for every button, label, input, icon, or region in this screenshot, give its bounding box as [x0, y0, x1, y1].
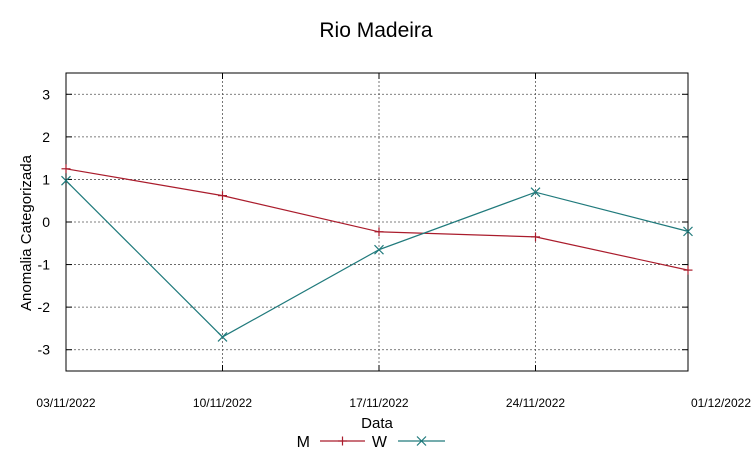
series-w-point [61, 175, 71, 186]
chart-title: Rio Madeira [319, 19, 433, 42]
x-tick-label: 03/11/2022 [36, 396, 95, 410]
legend-label-w: W [372, 434, 388, 451]
x-tick-label: 24/11/2022 [506, 396, 565, 410]
y-tick-label: 1 [42, 171, 50, 187]
series-w-point-b [217, 332, 228, 342]
series-m-point [374, 227, 384, 237]
y-tick-label: -1 [38, 257, 51, 273]
series-m-point [531, 232, 540, 242]
y-tick-label: 3 [42, 86, 50, 102]
y-tick-label: -3 [38, 342, 51, 358]
y-tick-label: 0 [42, 214, 50, 230]
legend-marker-w [416, 436, 427, 446]
y-tick-label: 2 [42, 129, 50, 145]
series-w-point-b [683, 226, 693, 237]
legend-label-m: M [297, 434, 310, 451]
series-m-point [683, 265, 693, 275]
series-w-point [217, 332, 228, 342]
series-w-point-b [61, 175, 71, 186]
y-axis-ticks: 3 2 1 0 -1 -2 -3 [38, 86, 688, 358]
series-w-point-b [374, 244, 384, 255]
x-axis-ticks: 03/11/2022 10/11/2022 17/11/2022 24/11/2022… [36, 73, 751, 410]
series-w-point [683, 226, 693, 237]
series-w-line [65, 180, 689, 338]
series-w-point-b [530, 187, 541, 198]
series-m-point [61, 164, 71, 174]
y-axis-label: Anomalia Categorizada [18, 154, 35, 311]
x-tick-label: 01/12/2022 [691, 396, 751, 410]
y-tick-label: -2 [38, 299, 51, 315]
x-axis-label: Data [361, 415, 393, 432]
series-m-line [65, 168, 689, 271]
legend-marker-m [338, 436, 347, 446]
x-tick-label: 17/11/2022 [349, 396, 408, 410]
grid-lines [66, 73, 688, 371]
series-m-point [218, 191, 227, 201]
x-tick-label: 10/11/2022 [193, 396, 252, 410]
series-group [61, 164, 693, 342]
series-w-point [530, 187, 541, 198]
series-w-point [374, 244, 384, 255]
legend-marker-w-b [416, 436, 427, 446]
